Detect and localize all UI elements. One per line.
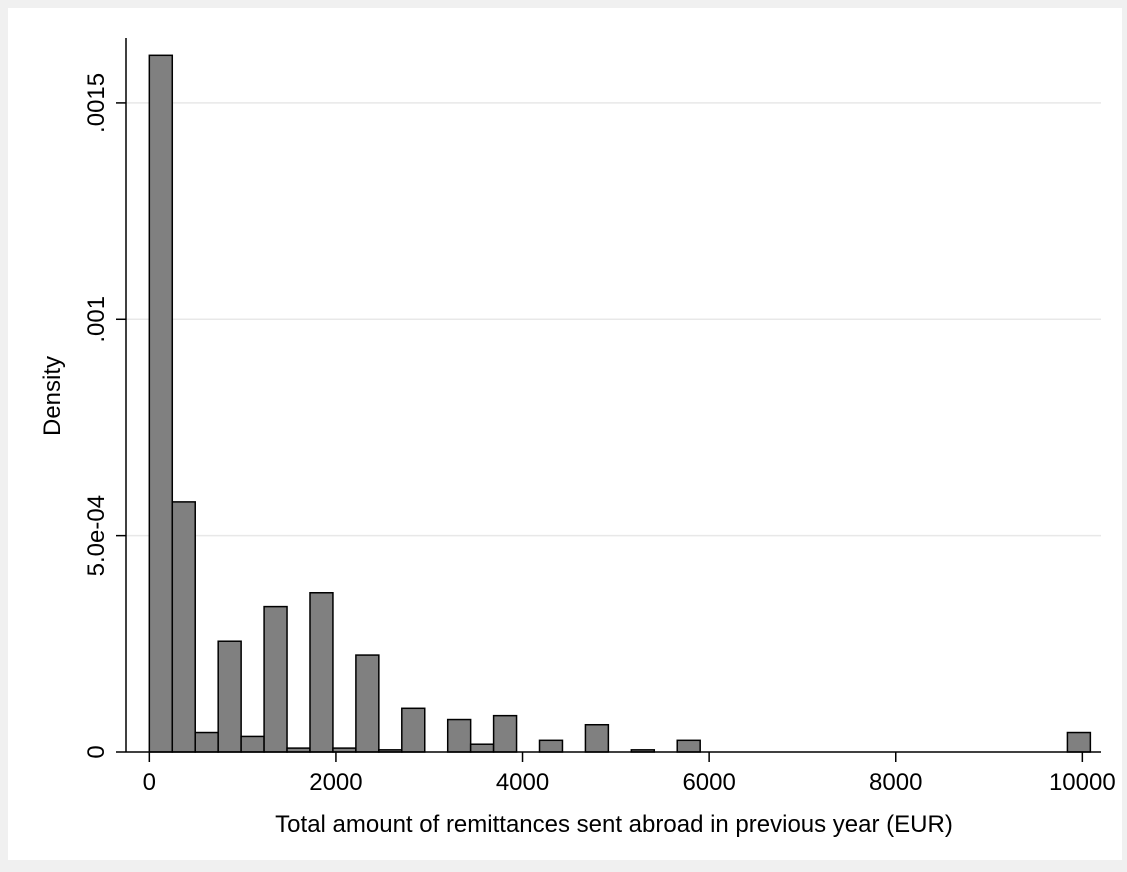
y-tick-label: .001 [83, 296, 110, 343]
histogram-bar [584, 723, 610, 753]
histogram-bar [148, 54, 174, 753]
histogram-bar [217, 640, 242, 753]
histogram-bar [309, 592, 334, 753]
histogram-bar [240, 735, 265, 753]
x-tick-label: 2000 [309, 769, 362, 796]
x-tick-label: 6000 [682, 769, 735, 796]
y-tick-label: 0 [83, 745, 110, 758]
histogram-bar [171, 501, 196, 753]
axes [125, 38, 1101, 753]
x-axis-label: Total amount of remittances sent abroad … [275, 811, 953, 838]
histogram-bar [538, 739, 564, 753]
x-tick-label: 10000 [1049, 769, 1116, 796]
gridlines [126, 102, 1101, 537]
histogram-bar [194, 731, 219, 753]
histogram-bar [446, 718, 472, 753]
histogram-bar [355, 654, 380, 753]
x-tick-label: 0 [143, 769, 156, 796]
histogram-bar [401, 707, 426, 753]
x-tick-label: 8000 [869, 769, 922, 796]
histogram-bars [148, 54, 1092, 753]
histogram-bar [1066, 731, 1092, 753]
histogram-bar [263, 605, 288, 753]
y-axis-label: Density [39, 356, 66, 436]
histogram-bar [492, 714, 518, 753]
y-tick-label: 5.0e-04 [83, 495, 110, 576]
y-tick-label: .0015 [83, 73, 110, 133]
ticks: 0 2000 4000 6000 8000 10000 0 5.0e-04 .001 .0015 [83, 73, 1116, 796]
x-tick-label: 4000 [496, 769, 549, 796]
histogram-bar [469, 743, 495, 753]
histogram-bar [676, 739, 701, 753]
